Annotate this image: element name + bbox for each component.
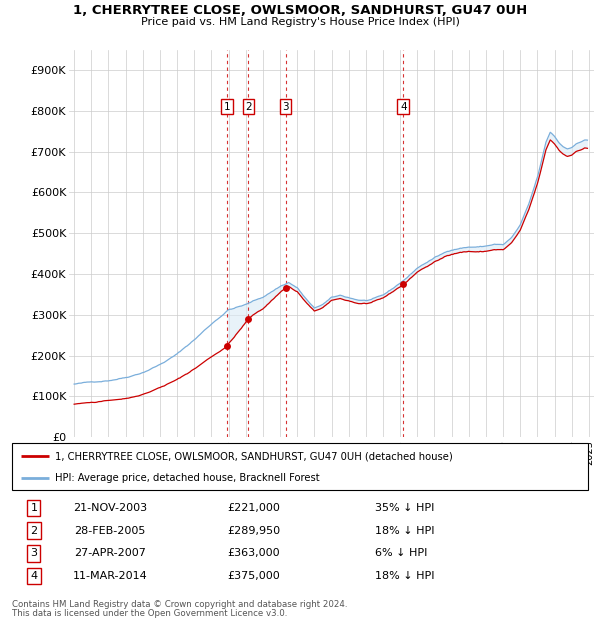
Text: 28-FEB-2005: 28-FEB-2005 (74, 526, 146, 536)
Text: 4: 4 (400, 102, 407, 112)
Text: 11-MAR-2014: 11-MAR-2014 (73, 571, 147, 581)
Text: 6% ↓ HPI: 6% ↓ HPI (375, 549, 427, 559)
Text: £221,000: £221,000 (227, 503, 280, 513)
Text: 1, CHERRYTREE CLOSE, OWLSMOOR, SANDHURST, GU47 0UH (detached house): 1, CHERRYTREE CLOSE, OWLSMOOR, SANDHURST… (55, 451, 453, 461)
Text: 3: 3 (31, 549, 37, 559)
Text: 18% ↓ HPI: 18% ↓ HPI (375, 526, 434, 536)
Text: 1: 1 (31, 503, 37, 513)
Text: 21-NOV-2003: 21-NOV-2003 (73, 503, 147, 513)
Text: 1: 1 (223, 102, 230, 112)
Text: 3: 3 (282, 102, 289, 112)
Text: 2: 2 (31, 526, 37, 536)
Text: 18% ↓ HPI: 18% ↓ HPI (375, 571, 434, 581)
FancyBboxPatch shape (12, 443, 588, 490)
Text: £375,000: £375,000 (227, 571, 280, 581)
Text: 4: 4 (31, 571, 37, 581)
Text: £363,000: £363,000 (227, 549, 280, 559)
Text: HPI: Average price, detached house, Bracknell Forest: HPI: Average price, detached house, Brac… (55, 473, 320, 483)
Text: Price paid vs. HM Land Registry's House Price Index (HPI): Price paid vs. HM Land Registry's House … (140, 17, 460, 27)
Text: 35% ↓ HPI: 35% ↓ HPI (375, 503, 434, 513)
Text: 27-APR-2007: 27-APR-2007 (74, 549, 146, 559)
Text: Contains HM Land Registry data © Crown copyright and database right 2024.: Contains HM Land Registry data © Crown c… (12, 600, 347, 609)
Text: 2: 2 (245, 102, 252, 112)
Text: £289,950: £289,950 (227, 526, 280, 536)
Text: 1, CHERRYTREE CLOSE, OWLSMOOR, SANDHURST, GU47 0UH: 1, CHERRYTREE CLOSE, OWLSMOOR, SANDHURST… (73, 4, 527, 17)
Text: This data is licensed under the Open Government Licence v3.0.: This data is licensed under the Open Gov… (12, 609, 287, 618)
